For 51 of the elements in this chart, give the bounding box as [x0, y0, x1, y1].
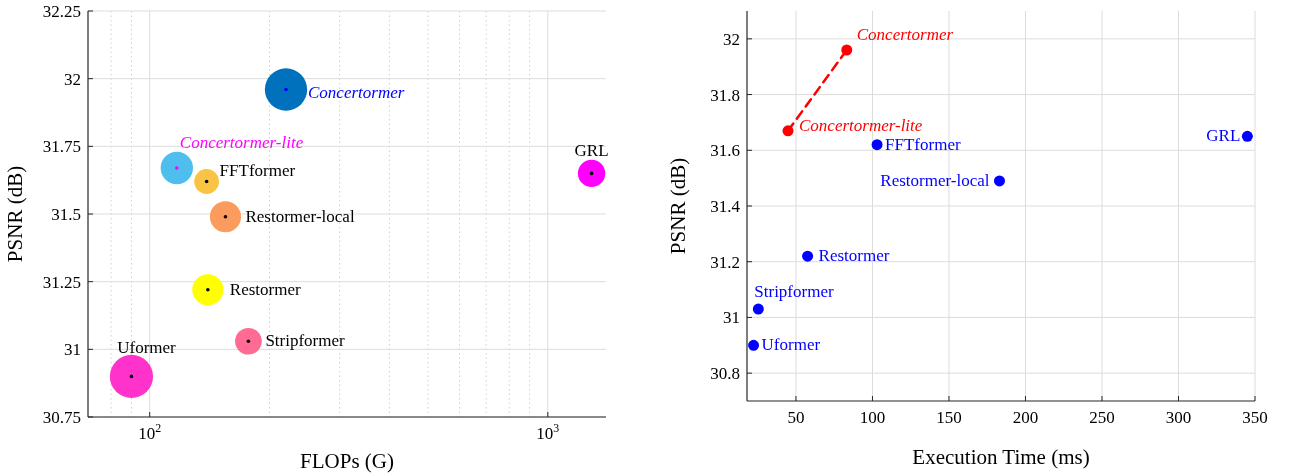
- series-label: Concertormer: [856, 25, 954, 44]
- y-tick-label: 32: [723, 29, 740, 49]
- series-label: Uformer: [761, 335, 821, 355]
- x-tick-label: 250: [1089, 408, 1115, 427]
- x-tick-label: 10$^{3}$: [536, 421, 560, 443]
- point: [871, 139, 883, 151]
- x-tick-label: 200: [1012, 408, 1039, 427]
- y-tick-label: 31.5: [51, 205, 81, 224]
- y-tick-label: 32.25: [42, 2, 81, 21]
- series-label: Restormer-local: [245, 206, 355, 226]
- series-label: Concertormer: [308, 83, 405, 103]
- point: [1241, 130, 1253, 142]
- point: [841, 44, 853, 56]
- series-label: Uformer: [117, 338, 177, 358]
- y-tick-label: 31.2: [710, 252, 740, 272]
- y-tick-label: 31.4: [710, 197, 741, 216]
- y-axis-title: PSNR (dB): [3, 165, 27, 263]
- x-tick-label: 350: [1242, 408, 1268, 427]
- series-label: Stripformer: [754, 282, 834, 302]
- series-label: Restormer-local: [880, 170, 990, 190]
- series-label: Restormer: [229, 279, 302, 299]
- y-tick-label: 31.6: [710, 141, 740, 161]
- series-label: Concertormer-lite: [799, 115, 923, 135]
- x-axis-title: FLOPs (G): [300, 449, 394, 473]
- x-tick-label: 150: [936, 408, 962, 427]
- series-label: GRL: [574, 141, 609, 161]
- series-label: Restormer: [818, 246, 890, 266]
- y-axis-title: PSNR (dB): [666, 157, 690, 255]
- y-tick-label: 31.8: [710, 85, 740, 105]
- point: [748, 339, 760, 351]
- series-label: FFTformer: [219, 160, 296, 180]
- y-tick-label: 31.25: [42, 272, 81, 292]
- x-tick-label: 100: [859, 408, 886, 427]
- y-tick-label: 31: [64, 340, 81, 360]
- series-label: GRL: [1206, 126, 1241, 146]
- series-label: Concertormer-lite: [179, 132, 304, 152]
- point: [782, 125, 794, 137]
- point: [993, 175, 1005, 187]
- point: [802, 250, 814, 262]
- y-tick-label: 30.75: [42, 408, 81, 427]
- point: [752, 303, 764, 315]
- x-axis-title: Execution Time (ms): [912, 445, 1090, 469]
- y-tick-label: 31: [723, 308, 740, 328]
- y-tick-label: 32: [64, 69, 81, 89]
- x-tick-label: 10$^{2}$: [138, 421, 162, 443]
- x-tick-label: 50: [787, 408, 805, 427]
- series-label: FFTformer: [885, 134, 961, 154]
- x-tick-label: 300: [1165, 408, 1192, 427]
- y-tick-label: 31.75: [42, 137, 81, 157]
- y-tick-label: 30.8: [710, 364, 740, 384]
- series-label: Stripformer: [265, 331, 346, 351]
